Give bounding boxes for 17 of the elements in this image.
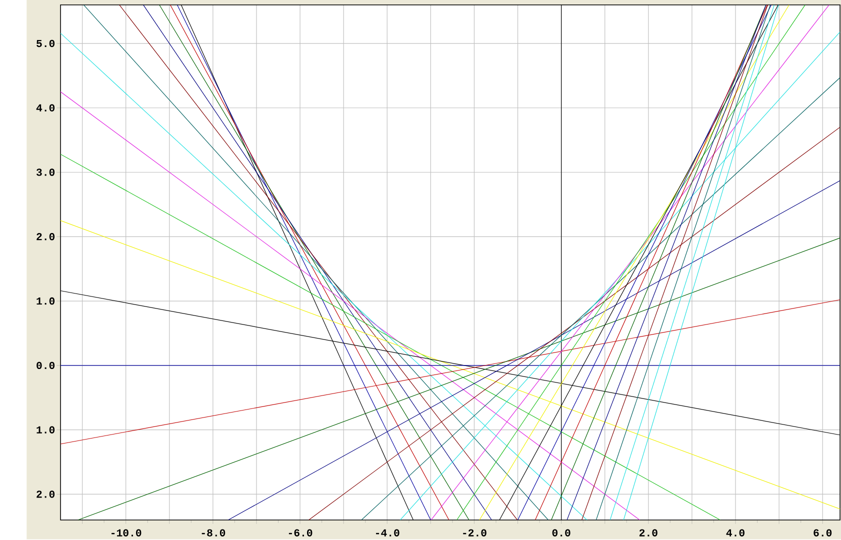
- x-tick-label: -2.0: [463, 529, 486, 537]
- y-tick-label: 2.0: [36, 233, 55, 240]
- x-tick-label: -6.0: [288, 529, 312, 537]
- x-tick-label: 0.0: [552, 529, 570, 537]
- y-tick-label: 3.0: [36, 168, 55, 176]
- x-tick-label: -10.0: [112, 529, 142, 537]
- y-tick-label: 4.0: [36, 104, 55, 112]
- x-tick-label: 2.0: [639, 529, 658, 537]
- x-tick-label: 6.0: [814, 529, 832, 537]
- x-tick-label: 4.0: [726, 529, 744, 537]
- y-tick-label: 5.0: [36, 40, 55, 48]
- y-tick-label: 2.0: [36, 490, 55, 498]
- y-tick-label: 0.0: [36, 362, 55, 370]
- x-tick-label: -8.0: [202, 529, 226, 537]
- x-tick-label: -4.0: [376, 529, 400, 537]
- y-tick-label: 1.0: [36, 426, 55, 434]
- y-tick-label: 1.0: [36, 298, 55, 305]
